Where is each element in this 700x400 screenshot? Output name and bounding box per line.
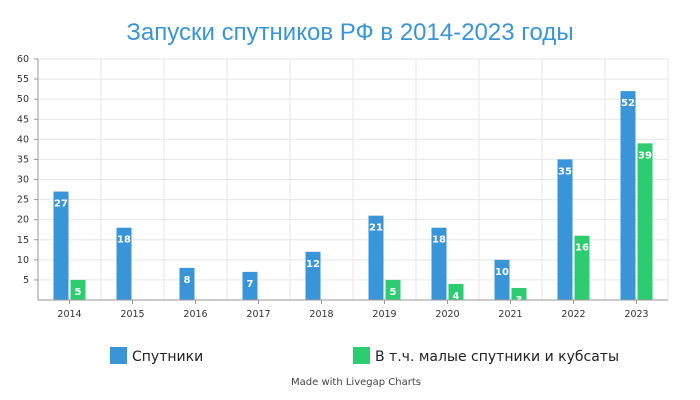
bar-2022-s1: [557, 159, 573, 300]
x-tick-label: 2019: [372, 309, 396, 320]
bar-2020-s1: [431, 227, 447, 300]
legend-swatch: [353, 347, 370, 364]
y-tick-label: 10: [17, 255, 29, 266]
credit-text: Made with Livegap Charts: [291, 377, 421, 388]
bar-2023-s2: [637, 143, 653, 300]
y-tick-label: 50: [17, 94, 29, 105]
x-tick-label: 2022: [561, 309, 585, 320]
bar-2020-s2: [448, 283, 464, 300]
y-tick-label: 35: [17, 154, 29, 165]
x-tick-label: 2020: [435, 309, 459, 320]
bar-label: 4: [453, 291, 460, 302]
bar-label: 8: [184, 275, 191, 286]
y-tick-label: 15: [17, 235, 29, 246]
bar-2021-s2: [511, 287, 527, 300]
y-tick-label: 20: [17, 215, 29, 226]
bar-label: 7: [247, 279, 254, 290]
legend-label: Спутники: [132, 349, 203, 365]
bar-label: 21: [369, 223, 383, 234]
bar-label: 12: [306, 259, 320, 270]
bar-labels: 27188712211810355255431639: [54, 98, 652, 306]
bar-2022-s2: [574, 235, 590, 300]
bar-2019-s1: [368, 215, 384, 300]
bars: [53, 91, 653, 300]
bar-2018-s1: [305, 251, 321, 300]
legend: Спутники В т.ч. малые спутники и кубсаты: [110, 347, 619, 365]
y-axis-ticks: 5 10 15 20 25 30 35 40 45 50 55 60: [17, 54, 38, 286]
bar-label: 16: [575, 243, 589, 254]
bar-2019-s2: [385, 279, 401, 300]
bar-label: 35: [558, 166, 572, 177]
bar-label: 27: [54, 199, 68, 210]
x-tick-label: 2014: [57, 309, 81, 320]
bar-2016-s1: [179, 267, 195, 300]
bar-label: 18: [432, 235, 446, 246]
y-tick-label: 55: [17, 74, 29, 85]
y-tick-label: 60: [17, 54, 29, 65]
bar-label: 52: [621, 98, 635, 109]
bar-label: 10: [495, 267, 509, 278]
bar-2015-s1: [116, 227, 132, 300]
y-tick-label: 30: [17, 175, 29, 186]
bar-2021-s1: [494, 259, 510, 300]
axes: [37, 59, 668, 301]
x-tick-label: 2023: [624, 309, 648, 320]
gridlines: [38, 58, 669, 300]
bar-2023-s1: [620, 91, 636, 300]
bar-label: 39: [638, 150, 652, 161]
bar-2014-s1: [53, 191, 69, 300]
x-tick-label: 2015: [120, 309, 144, 320]
x-tick-label: 2018: [309, 309, 333, 320]
bar-label: 5: [75, 287, 82, 298]
bar-label: 18: [117, 235, 131, 246]
y-tick-label: 40: [17, 134, 29, 145]
bar-2017-s1: [242, 271, 258, 300]
y-tick-label: 45: [17, 114, 29, 125]
x-tick-label: 2017: [246, 309, 270, 320]
legend-swatch: [110, 347, 127, 364]
x-axis-ticks: 2014 2015 2016 2017 2018 2019 2020 2021 2022 2023: [57, 300, 649, 320]
y-tick-label: 5: [23, 275, 29, 286]
bar-2014-s2: [70, 279, 86, 300]
legend-label: В т.ч. малые спутники и кубсаты: [375, 349, 619, 365]
chart-title: Запуски спутников РФ в 2014-2023 годы: [126, 19, 573, 46]
x-tick-label: 2016: [183, 309, 207, 320]
x-tick-label: 2021: [498, 309, 522, 320]
y-tick-label: 25: [17, 195, 29, 206]
bar-label: 5: [390, 287, 397, 298]
